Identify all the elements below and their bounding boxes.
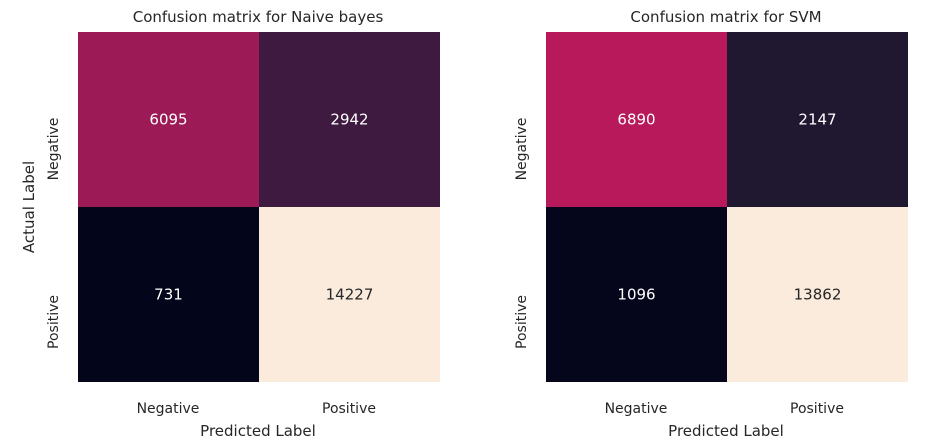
svm-ytick-negative: Negative	[514, 118, 530, 181]
svm-xtick-positive: Positive	[790, 401, 844, 417]
svm-cell-1-0	[546, 207, 727, 382]
naive-bayes-cell-1-0	[78, 207, 259, 382]
naive-bayes-panel: Confusion matrix for Naive bayes 6095 294…	[20, 8, 440, 440]
svm-cell-1-1	[727, 207, 908, 382]
naive-bayes-cell-label-1-1: 14227	[326, 286, 374, 304]
svm-cell-0-0	[546, 32, 727, 207]
svm-panel: Confusion matrix for SVM 6890 2147 1096 138…	[514, 8, 908, 440]
naive-bayes-ylabel: Actual Label	[20, 161, 38, 253]
naive-bayes-cell-1-1	[259, 207, 440, 382]
svm-cell-label-1-0: 1096	[617, 286, 655, 304]
naive-bayes-title: Confusion matrix for Naive bayes	[133, 8, 384, 26]
svm-title: Confusion matrix for SVM	[630, 8, 821, 26]
naive-bayes-cell-0-1	[259, 32, 440, 207]
svm-xtick-negative: Negative	[605, 401, 668, 417]
naive-bayes-cell-label-1-0: 731	[154, 286, 183, 304]
svm-cell-label-1-1: 13862	[794, 286, 842, 304]
naive-bayes-ytick-positive: Positive	[46, 295, 62, 349]
naive-bayes-ytick-negative: Negative	[46, 118, 62, 181]
naive-bayes-xlabel: Predicted Label	[200, 422, 316, 440]
svm-cell-label-0-0: 6890	[617, 111, 655, 129]
naive-bayes-cell-0-0	[78, 32, 259, 207]
svm-cell-0-1	[727, 32, 908, 207]
naive-bayes-heatmap: 6095 2942 731 14227	[78, 32, 440, 382]
svm-heatmap: 6890 2147 1096 13862	[546, 32, 908, 382]
naive-bayes-xtick-positive: Positive	[322, 401, 376, 417]
naive-bayes-cell-label-0-1: 2942	[330, 111, 368, 129]
naive-bayes-xtick-negative: Negative	[137, 401, 200, 417]
naive-bayes-cell-label-0-0: 6095	[149, 111, 187, 129]
svm-ytick-positive: Positive	[514, 295, 530, 349]
svm-cell-label-0-1: 2147	[798, 111, 836, 129]
svm-xlabel: Predicted Label	[668, 422, 784, 440]
